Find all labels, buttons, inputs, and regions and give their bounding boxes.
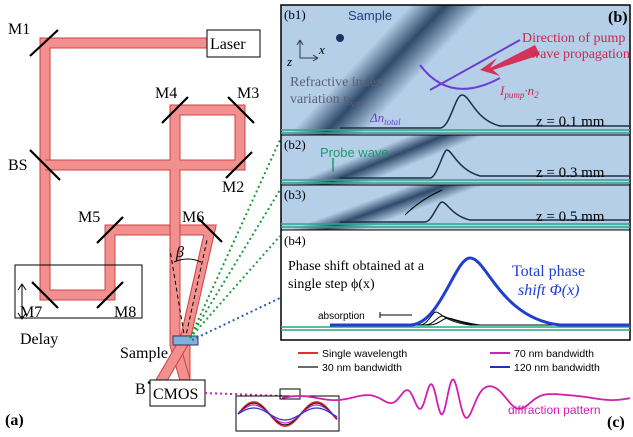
mirror-label: M5 — [78, 209, 100, 226]
phase-label: Phase shift obtained at a — [288, 259, 425, 274]
legend-label: 30 nm bandwidth — [322, 362, 402, 374]
panel-label: (c) — [607, 414, 625, 431]
legend-label: 70 nm bandwidth — [514, 348, 594, 360]
z-label: z = 0.1 mm — [536, 114, 605, 130]
mirror-label: M2 — [222, 179, 244, 196]
mirror-label: M4 — [155, 85, 177, 102]
index-label: Refractive index — [290, 75, 383, 90]
total-phase-label: shift Φ(x) — [518, 282, 580, 299]
axis-label: z — [286, 54, 292, 69]
z-label: z = 0.5 mm — [536, 209, 605, 225]
sample-label: Sample — [120, 345, 168, 362]
total-index: total — [384, 117, 401, 127]
mirror-label: M1 — [8, 21, 30, 38]
index-label: variation n — [290, 92, 350, 107]
legend-label: 120 nm bandwidth — [514, 362, 600, 374]
mirror-label: M3 — [237, 85, 259, 102]
sample-dot — [336, 34, 344, 42]
pump-term: ·n — [524, 83, 534, 98]
mirror-label: M8 — [114, 304, 136, 321]
axis-label: x — [318, 42, 325, 57]
z-label: z = 0.3 mm — [536, 165, 605, 181]
phase-label: single step ϕ(x) — [288, 277, 375, 292]
delay-label: Delay — [20, 331, 58, 348]
panel-label: (a) — [5, 412, 24, 429]
camera-label: CMOS — [153, 386, 198, 403]
sample-slab — [173, 336, 198, 345]
bs-label: BS — [8, 157, 28, 174]
pump-label: Direction of pump — [522, 31, 625, 46]
block-label: B — [135, 381, 146, 398]
subpanel-label: (b3) — [284, 187, 306, 202]
pattern-label: diffraction pattern — [508, 403, 601, 417]
subpanel-label: (b2) — [284, 137, 306, 152]
total-phase-label: Total phase — [512, 263, 585, 280]
figure: Laser M1 M2 M3 M4 M5 M6 M7 M8 BS Delay β… — [0, 0, 633, 437]
pump-label: wave propagation — [530, 47, 630, 62]
mirror-label: M7 — [20, 304, 42, 321]
absorption-label: absorption — [318, 311, 365, 322]
panel-label: (b) — [608, 9, 628, 26]
subpanel-label: (b1) — [284, 7, 306, 22]
pump-term: pump — [503, 90, 524, 100]
index-subscript: var — [350, 99, 363, 110]
total-index: Δn — [369, 110, 384, 125]
angle-label: β — [175, 244, 184, 261]
pump-term: 2 — [534, 90, 539, 100]
sample-label: Sample — [348, 8, 392, 23]
subpanel-label: (b4) — [284, 233, 306, 248]
mirror-label: M6 — [182, 209, 204, 226]
mirrors — [30, 30, 254, 392]
probe-label: Probe wave — [320, 145, 389, 160]
legend-label: Single wavelength — [322, 348, 407, 360]
laser-label: Laser — [210, 36, 246, 53]
